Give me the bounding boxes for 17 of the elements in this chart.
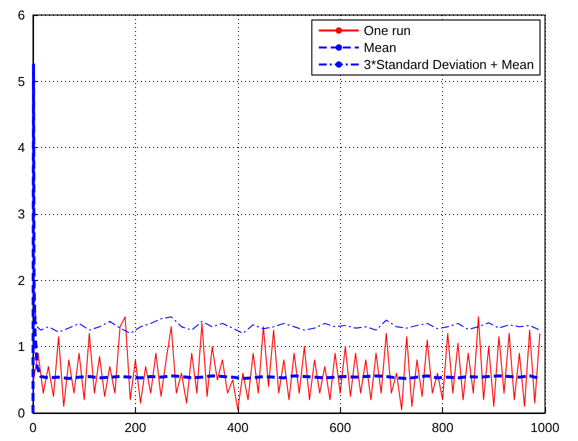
- y-tick-label: 3: [18, 206, 25, 222]
- line-series: [32, 316, 540, 410]
- x-tick-label: 400: [226, 420, 249, 435]
- x-tick-label: 200: [124, 420, 146, 435]
- y-tick-label: 1: [18, 339, 25, 354]
- y-tick-label: 0: [18, 406, 25, 420]
- y-tick-label: 2: [18, 272, 25, 288]
- legend-label: Mean: [364, 40, 396, 55]
- x-tick-label: 600: [329, 420, 352, 435]
- y-tick-label: 5: [18, 74, 25, 89]
- legend-label: 3*Standard Deviation + Mean: [364, 57, 534, 72]
- y-tick-label: 4: [18, 140, 25, 156]
- x-tick-label: 800: [432, 420, 454, 435]
- x-tick-label: 0: [29, 420, 37, 435]
- x-tick-label: 1000: [530, 420, 560, 435]
- y-tick-label: 6: [18, 8, 25, 22]
- legend-label: One run: [364, 23, 411, 38]
